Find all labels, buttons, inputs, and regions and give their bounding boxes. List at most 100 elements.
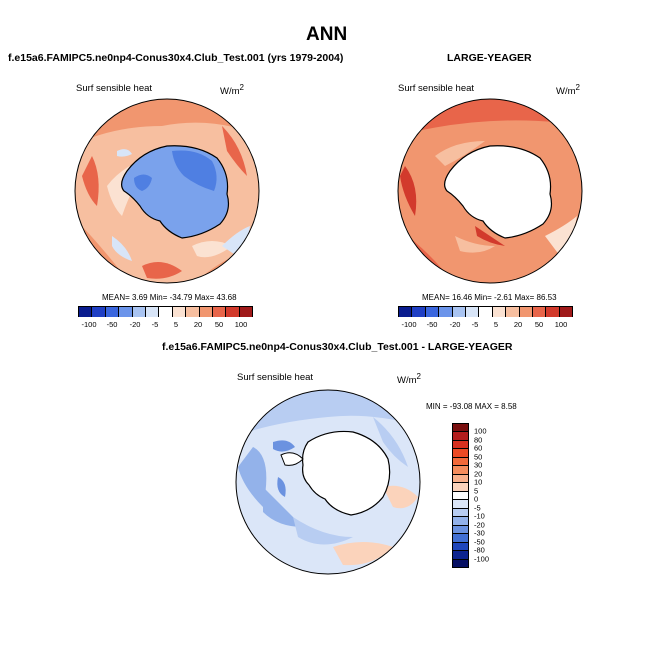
colorbar-cell	[453, 500, 468, 509]
panel1-units-exp: 2	[239, 83, 244, 92]
colorbar-tick-label: 50	[534, 320, 544, 329]
colorbar-cell	[452, 307, 466, 317]
colorbar-cell	[453, 542, 468, 552]
colorbar-cell	[453, 551, 468, 560]
colorbar-tick-label: 5	[474, 486, 479, 496]
colorbar-tick-label: -20	[129, 320, 141, 329]
panel2-units-base: W/m	[556, 86, 576, 98]
colorbar-tick-label: 50	[214, 320, 224, 329]
colorbar-cell	[172, 307, 187, 317]
colorbar-cell	[453, 483, 468, 492]
colorbar-cell	[506, 307, 520, 317]
colorbar-tick-label: -30	[474, 528, 485, 538]
panel2-units-exp: 2	[575, 83, 580, 92]
colorbar-cell	[453, 517, 468, 526]
colorbar-cell	[439, 307, 453, 317]
colorbar-tick-label: 0	[474, 494, 479, 504]
colorbar-tick-label: 100	[474, 426, 487, 436]
colorbar-tick-label: 80	[474, 435, 483, 445]
colorbar-cell	[425, 307, 440, 317]
colorbar-cell	[453, 424, 468, 433]
colorbar-tick-label: -100	[474, 554, 490, 564]
colorbar-tick-label: -50	[474, 537, 485, 547]
colorbar-tick-label: 20	[193, 320, 203, 329]
colorbar-cell	[79, 307, 93, 317]
colorbar-cell	[105, 307, 120, 317]
panel2-variable: Surf sensible heat	[398, 83, 475, 94]
panel1-map	[74, 98, 260, 284]
colorbar-cell	[186, 307, 200, 317]
panel2-header: LARGE-YEAGER	[447, 52, 532, 64]
colorbar-tick-label: -80	[474, 545, 485, 555]
colorbar-cell	[479, 307, 493, 317]
panel1-units-base: W/m	[220, 86, 240, 98]
colorbar-tick-label: -50	[426, 320, 438, 329]
colorbar-tick-label: -20	[474, 520, 485, 530]
colorbar-cell	[145, 307, 160, 317]
panel2-colorbar	[398, 306, 573, 317]
colorbar-tick-label: -20	[449, 320, 461, 329]
colorbar-tick-label: -100	[81, 320, 97, 329]
panel3-map	[235, 389, 421, 575]
panel3-colorbar	[452, 423, 469, 568]
colorbar-cell	[453, 432, 468, 441]
panel1-stats: MEAN= 3.69 Min= -34.79 Max= 43.68	[102, 293, 237, 302]
colorbar-cell	[453, 449, 468, 458]
colorbar-tick-label: -50	[106, 320, 118, 329]
panel3-units: W/m2	[397, 372, 421, 386]
panel3-header: f.e15a6.FAMIPC5.ne0np4-Conus30x4.Club_Te…	[162, 341, 513, 353]
colorbar-cell	[159, 307, 173, 317]
colorbar-tick-label: 20	[513, 320, 523, 329]
colorbar-tick-label: 30	[474, 460, 483, 470]
colorbar-cell	[532, 307, 547, 317]
panel1-header: f.e15a6.FAMIPC5.ne0np4-Conus30x4.Club_Te…	[8, 52, 344, 64]
panel3-units-exp: 2	[416, 372, 421, 381]
colorbar-tick-label: -5	[151, 320, 159, 329]
colorbar-cell	[199, 307, 213, 317]
colorbar-cell	[453, 474, 468, 484]
colorbar-cell	[465, 307, 480, 317]
panel3-variable: Surf sensible heat	[237, 372, 314, 383]
colorbar-cell	[412, 307, 426, 317]
panel2-map	[397, 98, 583, 284]
colorbar-tick-label: 50	[474, 452, 483, 462]
colorbar-cell	[453, 525, 468, 535]
colorbar-cell	[453, 457, 468, 467]
colorbar-tick-label: -5	[474, 503, 481, 513]
panel1-colorbar	[78, 306, 253, 317]
colorbar-tick-label: 60	[474, 443, 483, 453]
panel2-stats: MEAN= 16.46 Min= -2.61 Max= 86.53	[422, 293, 557, 302]
colorbar-cell	[453, 508, 468, 518]
colorbar-cell	[453, 559, 468, 567]
colorbar-cell	[453, 491, 468, 501]
panel3-units-base: W/m	[397, 375, 417, 387]
colorbar-cell	[239, 307, 253, 317]
colorbar-tick-label: -100	[401, 320, 417, 329]
panel2-units: W/m2	[556, 83, 580, 97]
panel1-units: W/m2	[220, 83, 244, 97]
colorbar-cell	[132, 307, 146, 317]
colorbar-cell	[119, 307, 133, 317]
colorbar-tick-label: 5	[173, 320, 179, 329]
colorbar-cell	[492, 307, 507, 317]
colorbar-cell	[212, 307, 227, 317]
colorbar-tick-label: 100	[554, 320, 568, 329]
panel1-variable: Surf sensible heat	[76, 83, 153, 94]
colorbar-tick-label: 20	[474, 469, 483, 479]
colorbar-cell	[226, 307, 240, 317]
colorbar-cell	[559, 307, 573, 317]
colorbar-cell	[546, 307, 560, 317]
colorbar-tick-label: 10	[474, 477, 483, 487]
colorbar-cell	[453, 534, 468, 543]
colorbar-cell	[92, 307, 106, 317]
page-title: ANN	[306, 24, 348, 45]
colorbar-tick-label: 5	[493, 320, 499, 329]
colorbar-cell	[453, 440, 468, 450]
colorbar-cell	[453, 466, 468, 475]
colorbar-cell	[399, 307, 413, 317]
colorbar-cell	[519, 307, 533, 317]
colorbar-tick-label: -10	[474, 511, 485, 521]
panel3-stats: MIN = -93.08 MAX = 8.58	[426, 402, 517, 411]
colorbar-tick-label: -5	[471, 320, 479, 329]
colorbar-tick-label: 100	[234, 320, 248, 329]
